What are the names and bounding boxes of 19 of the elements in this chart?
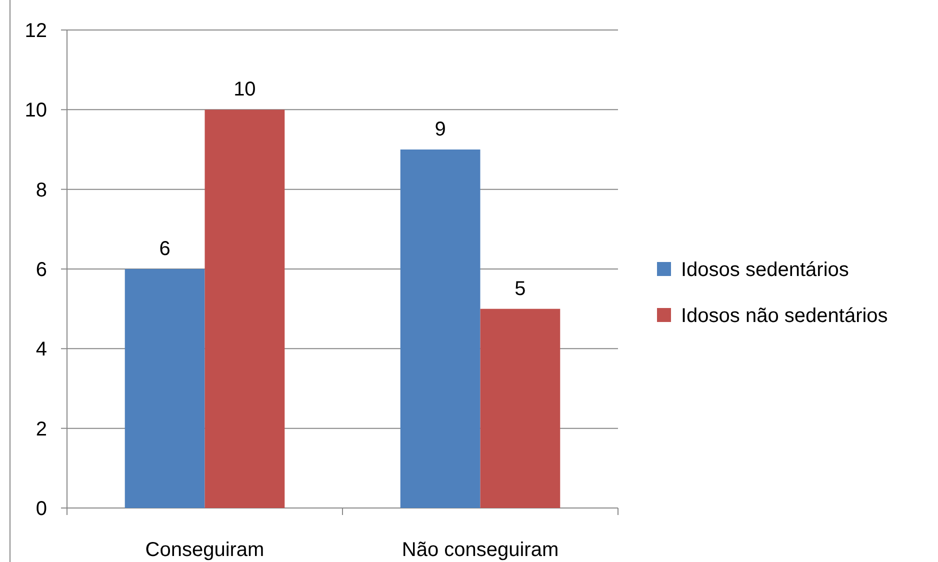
y-tick-label: 8 <box>36 179 47 202</box>
y-tick-label: 4 <box>36 338 47 361</box>
x-tick-label: Conseguiram <box>145 539 264 561</box>
data-label: 9 <box>434 118 446 140</box>
bar <box>204 110 285 508</box>
bar <box>400 150 480 508</box>
legend-label: Idosos sedentários <box>681 259 849 281</box>
data-label: 5 <box>514 278 526 300</box>
x-tick-label: Não conseguiram <box>402 539 559 561</box>
bar <box>124 269 205 508</box>
data-label: 10 <box>234 78 256 101</box>
legend-label: Idosos não sedentários <box>681 305 888 327</box>
bar <box>480 308 560 508</box>
y-tick-label: 10 <box>24 100 47 122</box>
y-tick-label: 6 <box>36 259 47 281</box>
data-label: 6 <box>159 238 170 260</box>
y-tick-label: 0 <box>36 498 47 520</box>
y-tick-label: 2 <box>36 418 47 440</box>
y-tick-label: 12 <box>24 20 47 42</box>
